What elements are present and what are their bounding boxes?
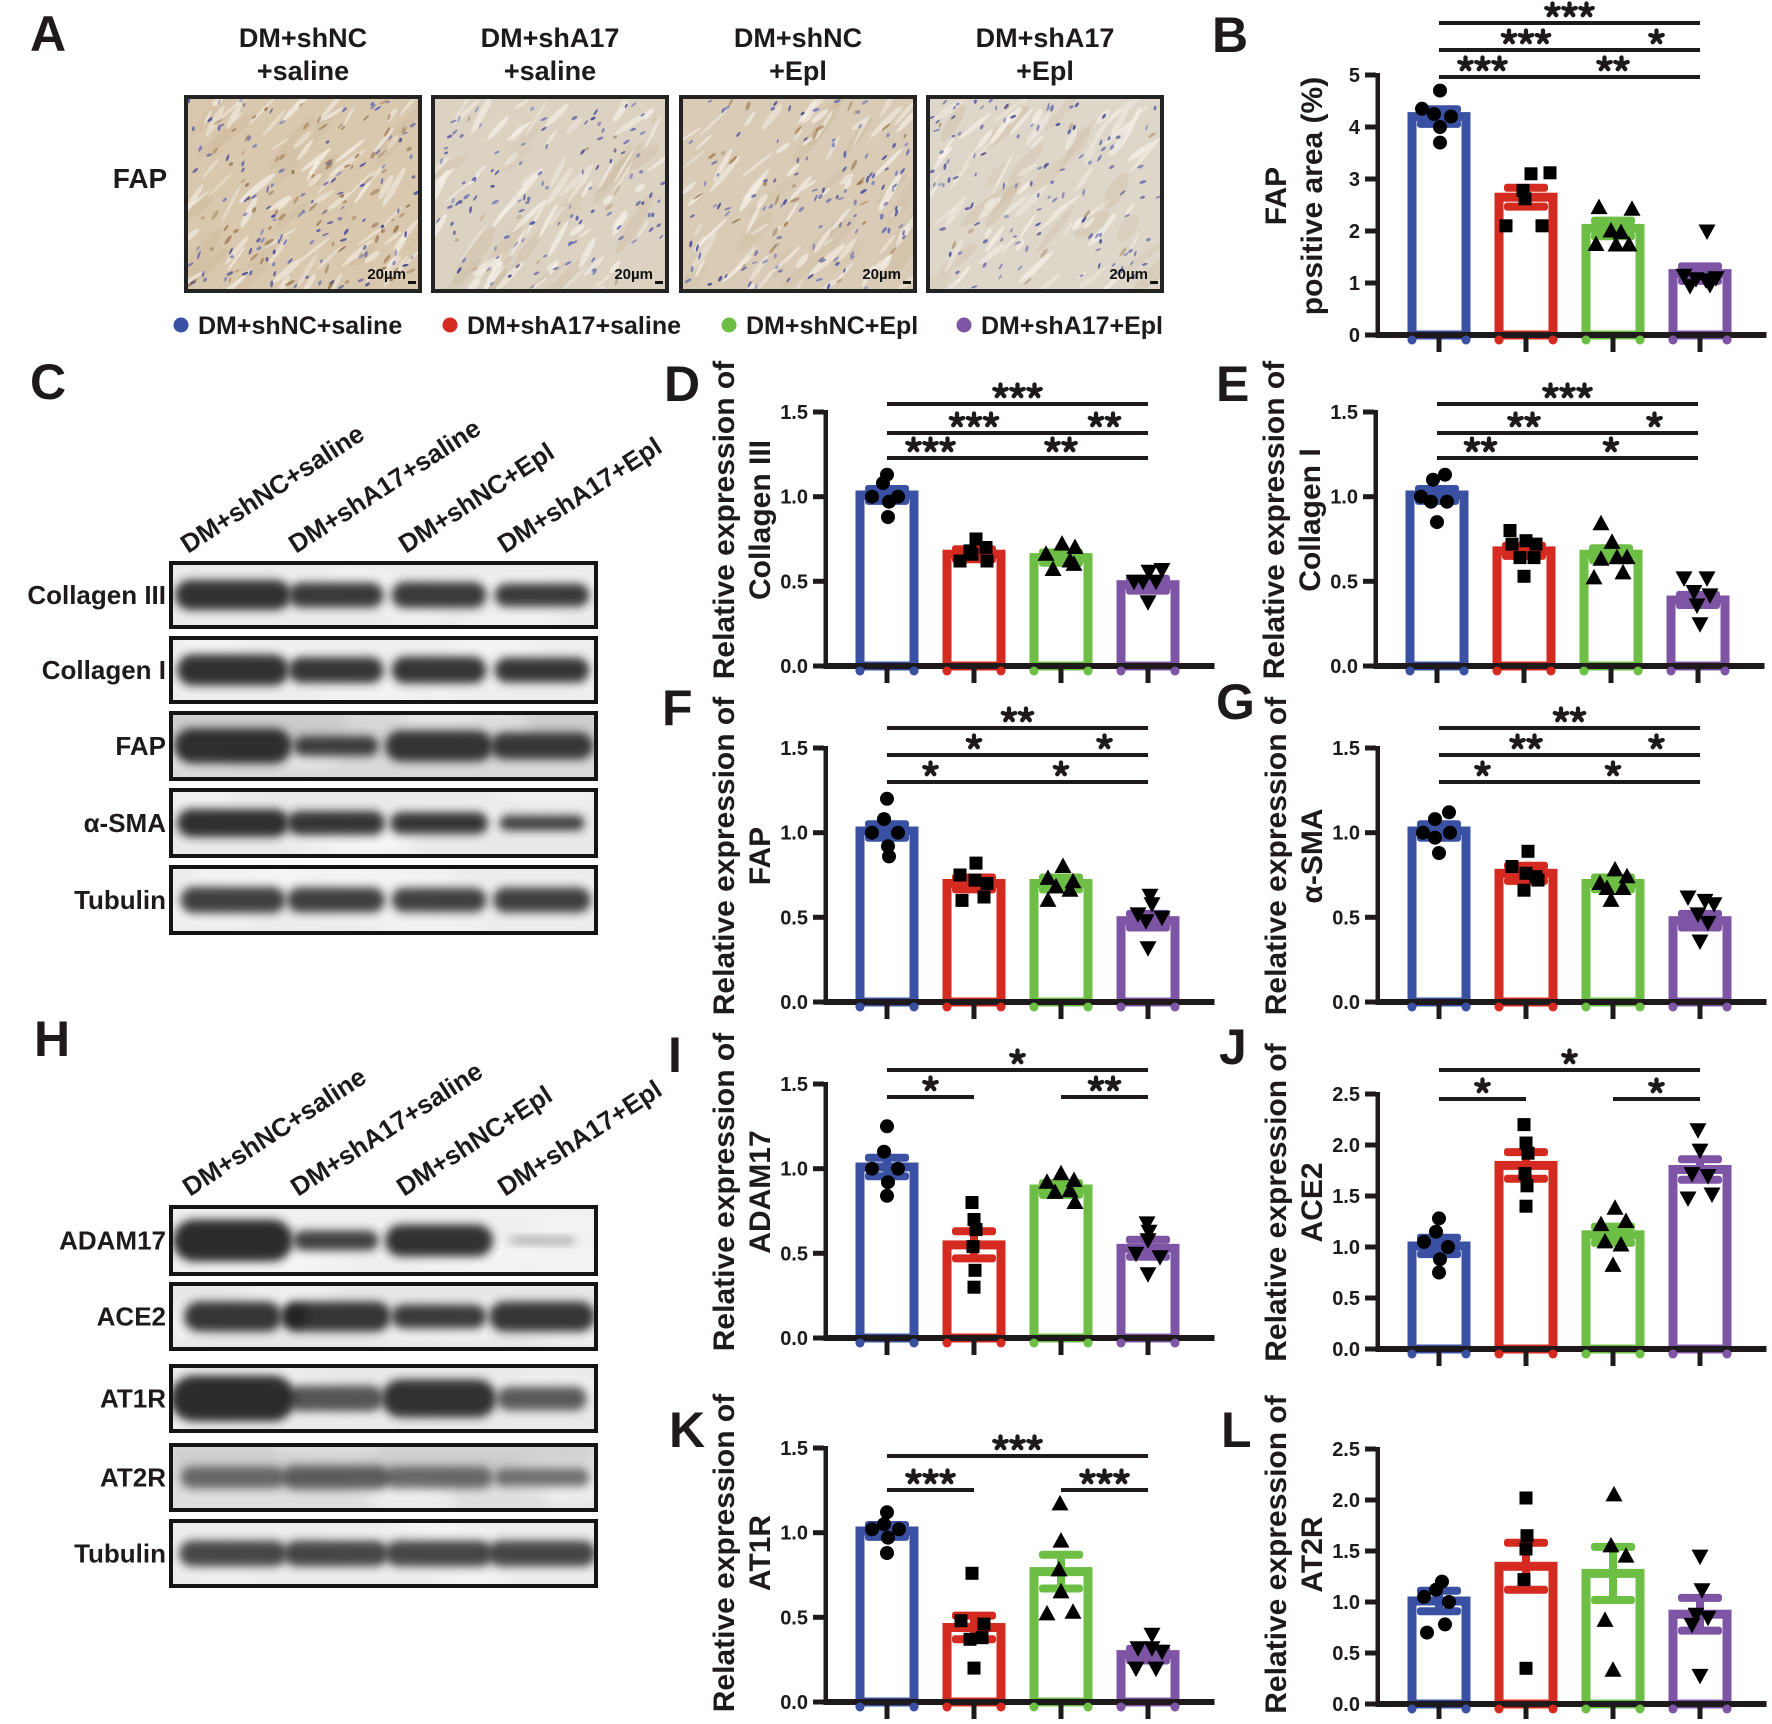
svg-text:Tubulin: Tubulin (74, 1539, 166, 1569)
svg-text:1.5: 1.5 (780, 402, 808, 424)
svg-text:DM+shNC: DM+shNC (734, 23, 862, 53)
svg-text:DM+shA17: DM+shA17 (976, 23, 1115, 53)
svg-text:20µm: 20µm (367, 266, 406, 283)
svg-text:0.5: 0.5 (780, 1243, 808, 1265)
svg-text:5: 5 (1349, 65, 1360, 87)
svg-text:1.0: 1.0 (780, 1159, 808, 1181)
svg-text:1.0: 1.0 (780, 1523, 808, 1545)
svg-text:1.5: 1.5 (1330, 402, 1358, 424)
svg-text:+Epl: +Epl (769, 56, 827, 86)
svg-text:1.0: 1.0 (1332, 1237, 1360, 1259)
svg-text:+saline: +saline (257, 56, 349, 86)
svg-text:0.5: 0.5 (780, 1607, 808, 1629)
svg-text:FAP: FAP (744, 827, 777, 885)
svg-text:2.5: 2.5 (1332, 1084, 1360, 1106)
svg-text:1.0: 1.0 (780, 823, 808, 845)
svg-text:FAP: FAP (115, 731, 166, 761)
svg-text:C: C (30, 354, 66, 410)
svg-text:1.0: 1.0 (1332, 823, 1360, 845)
svg-text:Collagen III: Collagen III (27, 580, 166, 610)
svg-text:Relative expression of: Relative expression of (708, 696, 741, 1015)
svg-text:AT2R: AT2R (1296, 1516, 1329, 1592)
svg-text:0.0: 0.0 (780, 1692, 808, 1714)
svg-text:AT1R: AT1R (100, 1384, 166, 1414)
svg-text:0.0: 0.0 (1332, 1694, 1360, 1716)
svg-text:A: A (30, 6, 66, 62)
svg-text:0.0: 0.0 (1332, 1339, 1360, 1361)
svg-text:ADAM17: ADAM17 (59, 1226, 166, 1256)
svg-text:DM+shNC+Epl: DM+shNC+Epl (746, 312, 918, 340)
svg-text:20µm: 20µm (1109, 266, 1148, 283)
svg-text:0.5: 0.5 (1332, 907, 1360, 929)
svg-text:2: 2 (1349, 221, 1360, 243)
svg-text:2.5: 2.5 (1332, 1439, 1360, 1461)
svg-text:1.0: 1.0 (1332, 1592, 1360, 1614)
svg-text:Collagen I: Collagen I (42, 655, 166, 685)
svg-text:DM+shNC: DM+shNC (239, 23, 367, 53)
svg-text:0.0: 0.0 (1330, 656, 1358, 678)
svg-text:1.0: 1.0 (780, 487, 808, 509)
svg-text:α-SMA: α-SMA (84, 808, 167, 838)
svg-text:1.5: 1.5 (1332, 1186, 1360, 1208)
svg-text:0.5: 0.5 (1332, 1288, 1360, 1310)
svg-text:K: K (669, 1402, 705, 1458)
svg-text:4: 4 (1349, 117, 1361, 139)
svg-text:ACE2: ACE2 (1296, 1162, 1329, 1242)
svg-text:1.0: 1.0 (1330, 487, 1358, 509)
svg-text:DM+shA17+Epl: DM+shA17+Epl (981, 312, 1163, 340)
svg-text:ADAM17: ADAM17 (744, 1130, 777, 1253)
svg-text:0: 0 (1349, 325, 1360, 347)
svg-text:0.0: 0.0 (780, 1328, 808, 1350)
svg-text:Relative expression of: Relative expression of (1260, 1394, 1293, 1713)
svg-text:J: J (1219, 1019, 1247, 1075)
svg-text:DM+shNC+saline: DM+shNC+saline (198, 312, 402, 340)
svg-text:1.5: 1.5 (1332, 738, 1360, 760)
svg-text:E: E (1216, 356, 1249, 412)
svg-text:Collagen I: Collagen I (1294, 448, 1327, 591)
svg-text:FAP: FAP (1260, 167, 1293, 225)
svg-text:ACE2: ACE2 (97, 1302, 166, 1332)
svg-text:0.5: 0.5 (1330, 571, 1358, 593)
svg-text:2.0: 2.0 (1332, 1135, 1360, 1157)
svg-text:1.5: 1.5 (780, 1438, 808, 1460)
svg-text:F: F (662, 680, 693, 736)
svg-text:0.0: 0.0 (780, 656, 808, 678)
svg-text:3: 3 (1349, 169, 1360, 191)
svg-text:1.5: 1.5 (780, 1074, 808, 1096)
svg-text:Relative expression of: Relative expression of (1260, 696, 1293, 1015)
svg-text:Collagen III: Collagen III (744, 440, 777, 600)
svg-text:+Epl: +Epl (1016, 56, 1074, 86)
svg-text:20µm: 20µm (862, 266, 901, 283)
svg-text:B: B (1212, 7, 1248, 63)
svg-text:0.0: 0.0 (1332, 992, 1360, 1014)
svg-text:Tubulin: Tubulin (74, 885, 166, 915)
svg-text:0.0: 0.0 (780, 992, 808, 1014)
svg-text:0.5: 0.5 (1332, 1643, 1360, 1665)
svg-text:1: 1 (1349, 273, 1360, 295)
svg-text:1.5: 1.5 (1332, 1541, 1360, 1563)
svg-text:Relative expression of: Relative expression of (1260, 1042, 1293, 1361)
svg-text:Relative expression of: Relative expression of (708, 360, 741, 679)
svg-text:DM+shA17: DM+shA17 (481, 23, 620, 53)
svg-text:AT1R: AT1R (744, 1515, 777, 1591)
svg-text:I: I (668, 1027, 682, 1083)
svg-text:Relative expression of: Relative expression of (708, 1032, 741, 1351)
svg-text:DM+shA17+saline: DM+shA17+saline (467, 312, 681, 340)
svg-text:AT2R: AT2R (100, 1463, 166, 1493)
svg-text:1.5: 1.5 (780, 738, 808, 760)
svg-text:0.5: 0.5 (780, 907, 808, 929)
svg-text:FAP: FAP (113, 163, 167, 194)
svg-text:positive area (%): positive area (%) (1296, 77, 1329, 315)
svg-text:H: H (34, 1011, 70, 1067)
svg-text:L: L (1221, 1402, 1252, 1458)
svg-text:Relative expression of: Relative expression of (708, 1393, 741, 1712)
svg-text:α-SMA: α-SMA (1296, 808, 1329, 903)
svg-text:20µm: 20µm (614, 266, 653, 283)
svg-text:D: D (664, 356, 700, 412)
svg-text:Relative expression of: Relative expression of (1258, 360, 1291, 679)
svg-text:G: G (1216, 674, 1255, 730)
svg-text:2.0: 2.0 (1332, 1490, 1360, 1512)
svg-text:+saline: +saline (504, 56, 596, 86)
svg-text:0.5: 0.5 (780, 571, 808, 593)
